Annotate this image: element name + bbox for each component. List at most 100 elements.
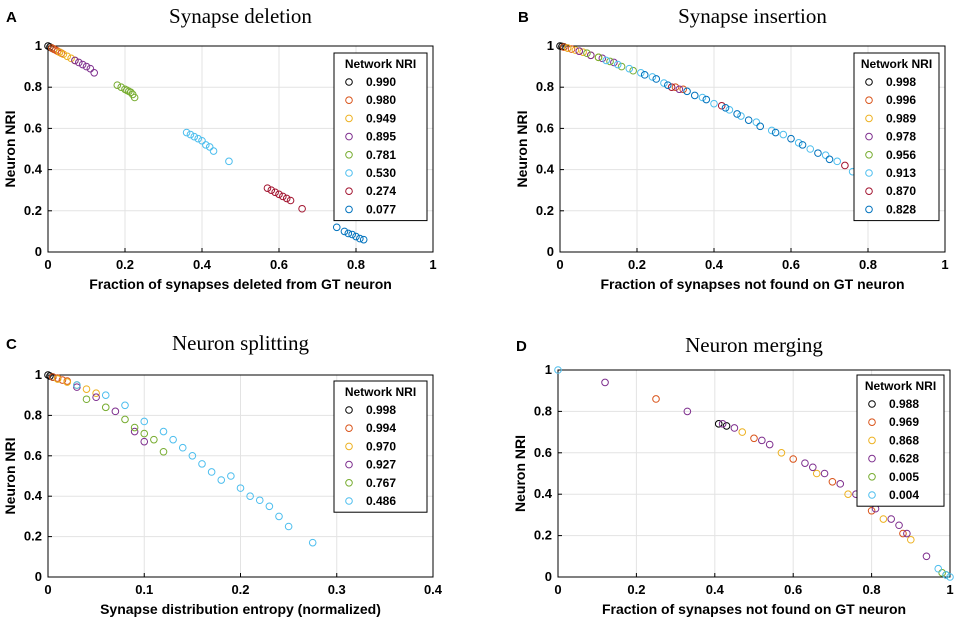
data-point [71,56,79,65]
data-point [594,53,603,62]
legend-label: 0.868 [889,433,919,447]
y-tick-label: 0 [547,244,554,259]
plot-area-border [559,45,946,253]
legend-label: 0.990 [366,75,396,89]
data-point [101,391,110,400]
data-point [809,463,817,472]
data-point [282,194,291,203]
data-point [606,57,614,66]
series-0.978 [575,47,684,94]
legend-title: Network NRI [345,57,416,71]
data-point [946,573,954,581]
data-point [279,192,287,201]
data-point [554,366,562,374]
legend-label: 0.978 [886,130,916,144]
panel-letter: C [6,336,17,353]
x-axis-label: Fraction of synapses deleted from GT neu… [89,276,392,292]
data-point [82,395,91,404]
chart-title: Neuron splitting [172,331,310,355]
data-point [942,571,950,579]
data-point [209,147,218,155]
data-point [121,415,129,424]
data-point [583,49,591,58]
data-point [789,455,798,463]
data-point [841,161,849,170]
y-tick-label: 0.2 [24,203,42,218]
data-point [779,130,788,139]
series-0.895 [71,56,98,77]
data-point [560,43,568,51]
legend-marker [345,96,353,104]
series-0.274 [263,184,306,213]
x-tick-label: 0.6 [270,257,288,272]
legend-marker [868,400,876,408]
legend-label: 0.767 [366,476,396,490]
data-point [610,58,618,67]
data-point [82,62,91,71]
data-point [58,376,67,384]
y-tick-label: 0.6 [534,445,552,460]
y-tick-label: 0.8 [536,79,554,94]
data-point [90,68,98,77]
data-point [55,48,64,56]
data-point [765,440,774,449]
data-point [722,422,731,430]
x-tick-label: 0 [556,257,563,272]
legend-label: 0.994 [366,421,396,435]
data-point [907,535,915,544]
data-point [895,521,903,530]
y-tick-label: 0 [35,569,42,584]
data-point [126,88,135,97]
x-tick-label: 0.4 [706,582,725,597]
data-point [756,122,765,131]
data-point [186,130,195,139]
y-tick-label: 0.4 [24,162,43,177]
x-tick-label: 0.4 [705,257,724,272]
x-tick-label: 0.3 [328,582,346,597]
series-0.913 [602,56,857,176]
data-point [113,81,122,89]
legend-label: 0.486 [366,494,396,508]
y-tick-label: 0.8 [534,403,552,418]
plot-area-border [557,369,951,578]
legend-label: 0.895 [366,130,396,144]
data-point [725,106,734,114]
data-point [602,56,611,65]
data-point [777,449,786,457]
legend: Network NRI 0.990 0.980 0.949 0.895 0.781 0.53… [333,52,428,222]
data-point [752,118,761,127]
data-point [194,134,202,143]
y-tick-label: 1 [545,362,552,377]
x-axis-label: Fraction of synapses not found on GT neu… [600,276,904,292]
data-point [182,128,191,137]
data-point [899,529,907,538]
x-tick-label: 0.8 [863,582,881,597]
data-point [49,373,57,381]
data-point [246,492,254,501]
x-tick-label: 0.2 [116,257,134,272]
x-tick-label: 0.2 [627,582,645,597]
data-point [332,223,341,232]
data-point [794,139,803,147]
series-0.868 [738,428,915,544]
legend: Network NRI 0.988 0.969 0.868 0.628 0.005 0.00… [856,374,945,507]
x-tick-label: 0.1 [135,582,153,597]
data-point [352,232,360,241]
legend-label: 0.781 [366,148,396,162]
data-point [738,428,747,436]
x-tick-label: 0.8 [347,257,365,272]
data-point [73,381,81,389]
series-0.970 [53,375,100,397]
data-point [190,132,199,141]
series-0.486 [73,381,317,547]
data-point [767,126,776,135]
data-point [717,101,726,110]
y-tick-label: 0.8 [24,407,42,422]
data-point [698,93,707,102]
data-point [267,186,276,194]
legend-marker [868,454,876,463]
legend: Network NRI 0.998 0.996 0.989 0.978 0.956 0.91… [853,52,940,222]
data-point [117,83,125,91]
data-point [637,68,645,77]
